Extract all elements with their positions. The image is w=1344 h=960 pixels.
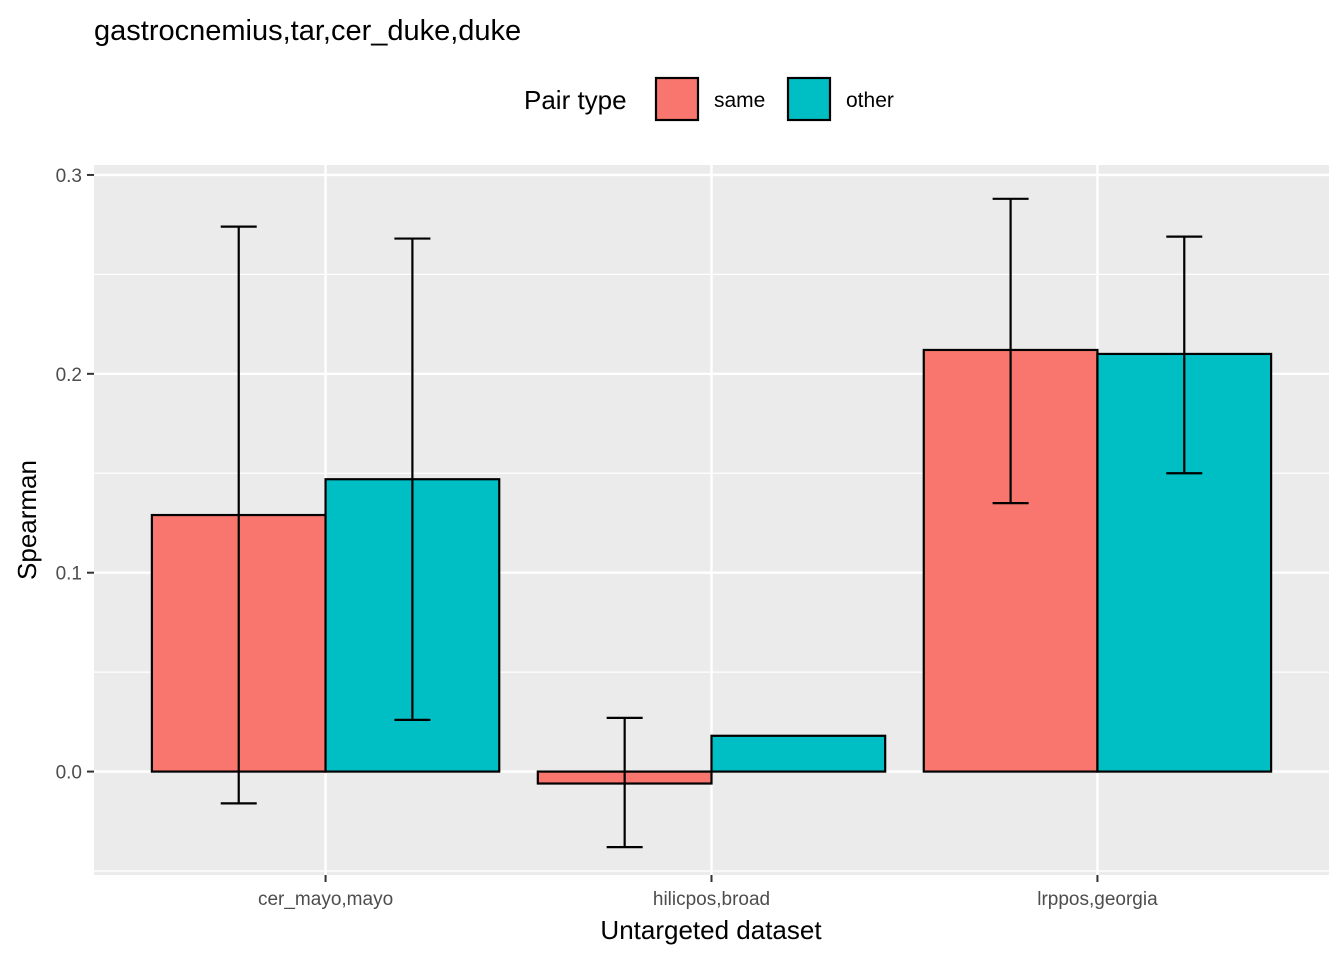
legend-key-other: [786, 76, 832, 122]
errorbars-layer: [220, 197, 1203, 849]
y-axis-title: Spearman: [12, 460, 42, 580]
x-tick-label: hilicpos,broad: [653, 889, 770, 910]
y-tick-label: 0.2: [56, 365, 82, 386]
bar-other-1: [710, 734, 887, 773]
legend: Pair type same other: [524, 76, 894, 122]
errorbar-other-2: [1166, 235, 1203, 475]
legend-title: Pair type: [524, 85, 627, 115]
errorbar-other-0: [394, 237, 431, 721]
errorbar-same-1: [606, 716, 643, 849]
bars-layer: [150, 348, 1273, 785]
y-tick-label: 0.0: [56, 763, 82, 784]
x-tick-label: lrppos,georgia: [1037, 889, 1158, 910]
x-axis: cer_mayo,mayo hilicpos,broad lrppos,georgi…: [258, 875, 1158, 910]
x-axis-title: Untargeted dataset: [600, 915, 822, 945]
y-tick-label: 0.3: [56, 166, 82, 187]
errorbar-same-0: [220, 225, 257, 805]
errorbar-same-2: [992, 197, 1029, 505]
chart-title: gastrocnemius,tar,cer_duke,duke: [94, 15, 521, 47]
legend-key-same: [654, 76, 700, 122]
x-tick-label: cer_mayo,mayo: [258, 889, 393, 910]
y-axis: 0.0 0.1 0.2 0.3: [56, 166, 94, 784]
legend-label-other: other: [846, 89, 894, 112]
bar-other-2: [1096, 352, 1273, 773]
legend-label-same: same: [714, 89, 765, 112]
y-tick-label: 0.1: [56, 564, 82, 585]
